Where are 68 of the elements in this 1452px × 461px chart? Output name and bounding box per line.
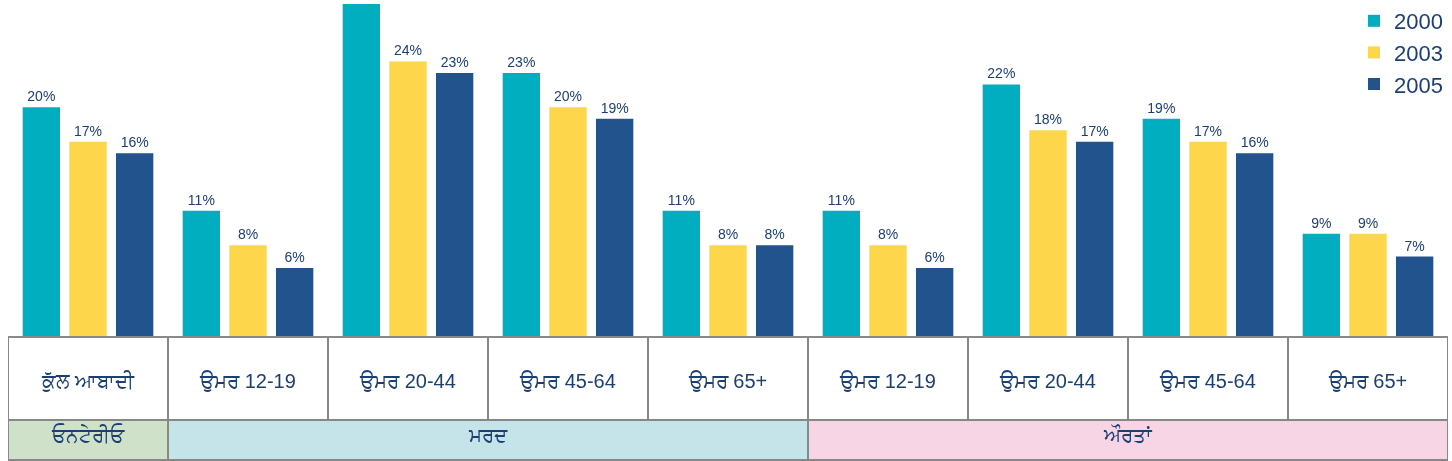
data-label: 19% (600, 99, 629, 116)
x-tick-label: ਉਮਰ 12-19 (839, 370, 936, 392)
bar (1349, 233, 1387, 337)
data-label: 8% (717, 226, 739, 243)
text: ਔਰਤਾਂ (1103, 424, 1153, 446)
data-label: 16% (1240, 134, 1269, 151)
x-tick-label: ਉਮਰ 45-64 (519, 370, 616, 392)
bar (916, 268, 954, 337)
bar (1236, 153, 1274, 337)
bar (822, 210, 860, 337)
x-tick-label: ਉਮਰ 65+ (1327, 370, 1408, 392)
legend-label: 2003 (1394, 40, 1443, 66)
data-label: 19% (1147, 99, 1176, 116)
data-label: 23% (507, 53, 536, 70)
legend-label: 2005 (1394, 72, 1443, 98)
bar (1142, 118, 1180, 337)
x-tick-label: ਉਮਰ 12-19 (199, 370, 296, 392)
data-label: 22% (987, 65, 1016, 82)
bar (662, 210, 700, 337)
bar (116, 153, 154, 337)
bar (22, 107, 60, 337)
bar (276, 268, 314, 337)
data-label: 7% (1404, 237, 1425, 254)
data-label: 17% (73, 122, 103, 139)
data-label: 8% (877, 226, 899, 243)
data-label: 8% (237, 226, 259, 243)
legend-label: 2000 (1394, 9, 1443, 35)
data-label: 24% (393, 42, 423, 59)
bar (709, 245, 747, 337)
data-label: 18% (1033, 111, 1063, 128)
data-label: 17% (1193, 122, 1223, 139)
text: ਮਰਦ (468, 424, 508, 446)
bar (869, 245, 907, 337)
data-label: 17% (1080, 122, 1109, 139)
data-label: 11% (827, 191, 855, 208)
bar (756, 245, 794, 337)
x-tick-label: ਉਮਰ 20-44 (999, 370, 1096, 392)
bar (982, 84, 1020, 337)
data-label: 9% (1311, 214, 1332, 231)
data-label: 9% (1357, 214, 1379, 231)
bar (436, 72, 474, 337)
data-label: 16% (120, 134, 149, 151)
bar (549, 107, 587, 337)
data-label: 11% (187, 191, 215, 208)
data-label: 8% (764, 226, 785, 243)
data-label: 20% (27, 88, 56, 105)
bar (389, 61, 427, 337)
bar (1029, 130, 1067, 337)
x-tick-label: ਉਮਰ 20-44 (359, 370, 456, 392)
bar (1076, 141, 1114, 337)
bar (182, 210, 220, 337)
bar (1302, 233, 1340, 337)
bar (69, 141, 107, 337)
bar (596, 118, 634, 337)
data-label: 23% (440, 53, 469, 70)
bar (342, 4, 380, 337)
data-label: 20% (553, 88, 583, 105)
bar (502, 72, 540, 337)
text: ਓਨਟੇਰੀਓ (51, 423, 125, 446)
x-tick-label: ਉਮਰ 45-64 (1159, 370, 1256, 392)
x-tick-label: ਕੁੱਲ ਆਬਾਦੀ (40, 370, 136, 392)
bar (1189, 141, 1227, 337)
bar (1396, 256, 1434, 337)
data-label: 6% (924, 249, 945, 266)
x-tick-label: ਉਮਰ 65+ (687, 370, 768, 392)
bar (229, 245, 267, 337)
data-label: 11% (667, 191, 695, 208)
data-label: 6% (284, 249, 305, 266)
